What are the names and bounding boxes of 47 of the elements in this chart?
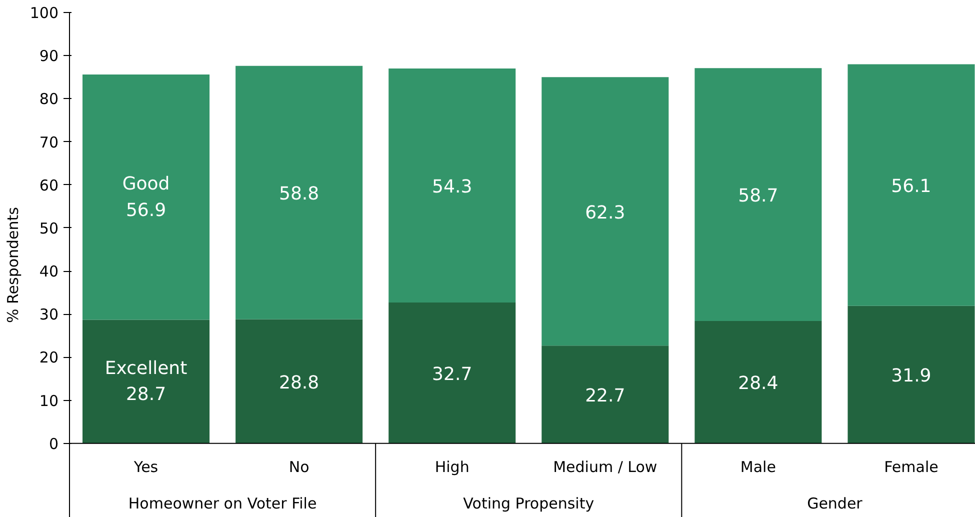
y-tick-label: 90 xyxy=(39,47,59,66)
bar xyxy=(694,68,822,322)
x-tick-label: Yes xyxy=(132,458,158,476)
y-tick-label: 20 xyxy=(39,348,59,367)
bar xyxy=(82,320,210,444)
data-label: 32.7 xyxy=(432,364,472,385)
x-tick-label: Female xyxy=(884,458,938,476)
series-label: Good xyxy=(122,174,170,195)
y-axis-title: % Respondents xyxy=(4,206,22,323)
y-tick-label: 0 xyxy=(48,434,59,453)
data-label: 62.3 xyxy=(585,202,626,224)
text: Homeowner on Voter File xyxy=(128,494,317,513)
text: Voting Propensity xyxy=(463,494,594,513)
data-label: 58.8 xyxy=(279,184,320,205)
y-tick-label: 10 xyxy=(39,392,59,410)
y-tick-label: 30 xyxy=(39,306,59,324)
y-tick-label: 70 xyxy=(39,133,59,152)
data-label: 58.7 xyxy=(738,186,778,207)
y-tick-label: 40 xyxy=(39,262,59,281)
bar xyxy=(848,306,975,444)
data-label: 54.3 xyxy=(432,176,472,198)
x-tick-label: Male xyxy=(740,458,776,476)
data-label: 28.8 xyxy=(279,372,320,394)
data-label: 22.7 xyxy=(585,385,626,406)
y-tick-label: 50 xyxy=(39,219,59,238)
series-label: Excellent xyxy=(104,358,188,379)
bar xyxy=(236,319,363,444)
bar xyxy=(388,68,516,302)
bar xyxy=(82,74,210,320)
x-tick-label: Medium / Low xyxy=(553,458,658,476)
bar xyxy=(848,64,975,306)
text: Gender xyxy=(807,494,864,513)
y-tick-label: 80 xyxy=(39,90,59,108)
y-tick-label: 100 xyxy=(30,4,59,22)
data-label: 56.9 xyxy=(126,200,166,221)
y-tick-label: 60 xyxy=(39,176,59,194)
x-tick-label: High xyxy=(434,458,470,476)
x-tick-label: No xyxy=(288,458,310,476)
data-label: 28.4 xyxy=(738,373,778,394)
bar xyxy=(694,321,822,444)
bar xyxy=(542,77,669,346)
data-label: 31.9 xyxy=(891,366,932,387)
bar xyxy=(542,346,669,444)
bar xyxy=(388,302,516,444)
bar xyxy=(236,66,363,320)
data-label: 56.1 xyxy=(891,176,932,198)
data-label: 28.7 xyxy=(126,384,166,406)
